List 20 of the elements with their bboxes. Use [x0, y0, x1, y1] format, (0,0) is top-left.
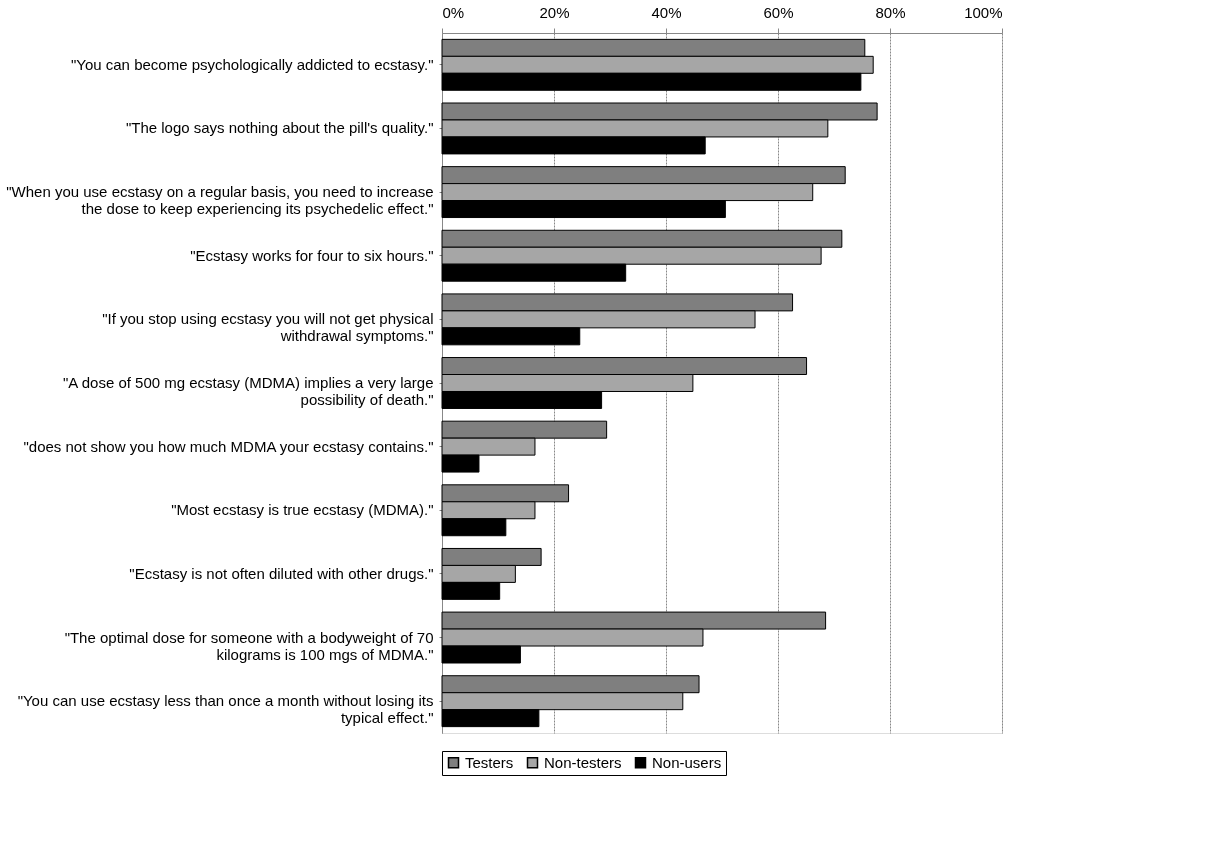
legend-label: Testers	[465, 753, 514, 771]
y-tick-label: "Ecstasy is not often diluted with other drugs."	[129, 564, 434, 582]
y-tick-label: "Ecstasy works for four to six hours."	[190, 246, 434, 264]
y-tick-label: "does not show you how much MDMA your ecstasy contains."	[23, 437, 434, 455]
y-tick-label: "You can become psychologically addicted to ecstasy."	[70, 55, 434, 73]
legend-label: Non-users	[652, 753, 722, 771]
y-tick-label: "Most ecstasy is true ecstasy (MDMA)."	[171, 501, 434, 519]
x-tick-label: 80%	[875, 3, 906, 21]
x-tick-label: 20%	[539, 3, 570, 21]
y-tick-label: "If you stop using ecstasy you will not get physical withdrawal symptoms."	[102, 310, 434, 345]
x-tick-label: 60%	[763, 3, 794, 21]
y-tick-label: "A dose of 500 mg ecstasy (MDMA) implies a very large possibility of death."	[63, 374, 434, 408]
legend-label: Non-testers	[544, 753, 622, 771]
y-tick-label: "The logo says nothing about the pill's quality."	[125, 119, 434, 137]
y-tick-label: "When you use ecstasy on a regular basis, you need to increase the dose to keep experiencing its psychedelic effect."	[6, 183, 434, 218]
y-tick-label: "You can use ecstasy less than once a month without losing its typical effect."	[17, 692, 434, 727]
x-tick-label: 100%	[964, 3, 1003, 21]
x-tick-label: 0%	[442, 3, 465, 21]
y-tick-label: "The optimal dose for someone with a bodyweight of 70 kilograms is 100 mgs of MDMA."	[64, 628, 434, 663]
x-tick-label: 40%	[651, 3, 682, 21]
